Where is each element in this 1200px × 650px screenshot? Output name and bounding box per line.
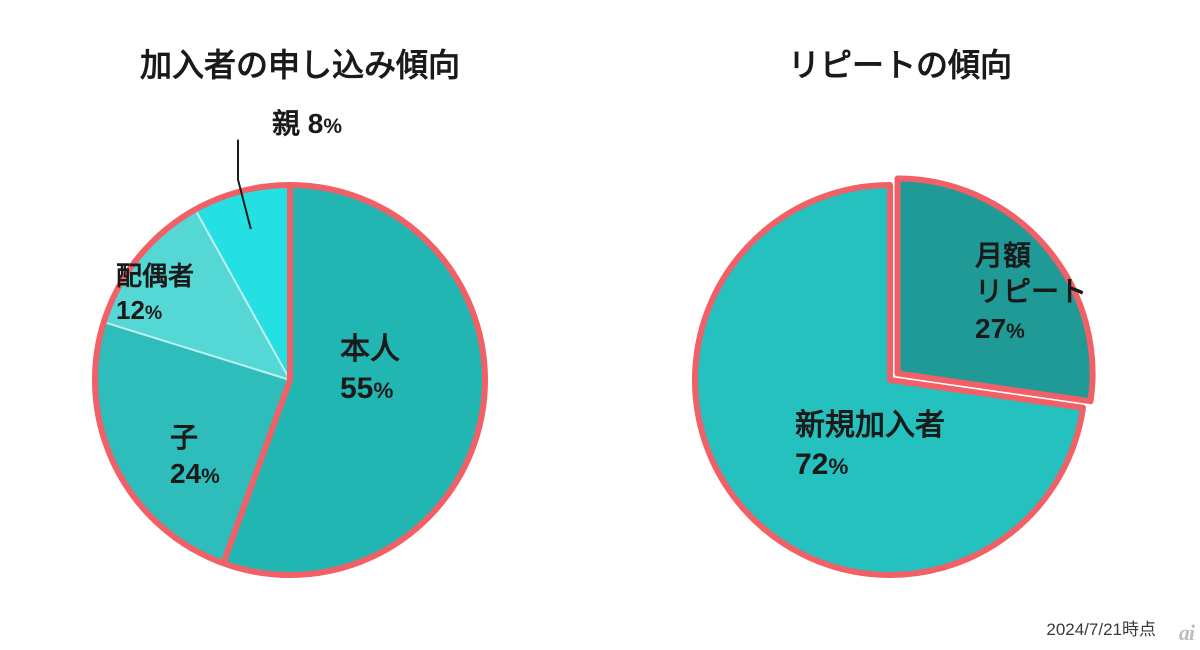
slice-label-parent: 親 8% <box>272 106 342 142</box>
slice-label-self: 本人 55% <box>340 330 400 408</box>
slice-label-spouse-pct: 12 <box>116 295 145 325</box>
chart-container: 加入者の申し込み傾向 本人 55% 子 24% 配偶者 12% 親 8% リピー… <box>0 0 1200 650</box>
slice-label-repeat-line1: 月額 <box>975 240 1031 271</box>
left-panel: 加入者の申し込み傾向 本人 55% 子 24% 配偶者 12% 親 8% <box>0 0 600 650</box>
left-pie-chart <box>0 0 600 650</box>
slice-label-spouse-text: 配偶者 <box>116 261 194 291</box>
percent-symbol: % <box>373 378 393 403</box>
slice-label-repeat-pct: 27 <box>975 313 1006 344</box>
slice-label-spouse: 配偶者 12% <box>116 260 194 328</box>
slice-label-new: 新規加入者 72% <box>795 406 945 484</box>
right-pie-chart <box>600 0 1200 650</box>
slice-label-parent-pct: 8 <box>308 108 324 139</box>
percent-symbol: % <box>323 115 342 138</box>
percent-symbol: % <box>1006 320 1025 343</box>
slice-label-repeat-line2: リピート <box>975 276 1087 307</box>
slice-label-child: 子 24% <box>170 420 220 493</box>
right-panel: リピートの傾向 月額 リピート 27% 新規加入者 72% <box>600 0 1200 650</box>
slice-label-self-pct: 55 <box>340 372 373 405</box>
percent-symbol: % <box>828 454 848 479</box>
slice-label-repeat: 月額 リピート 27% <box>975 238 1087 347</box>
slice-label-child-pct: 24 <box>170 458 201 489</box>
slice-label-new-pct: 72 <box>795 448 828 481</box>
percent-symbol: % <box>201 465 220 488</box>
slice-label-child-text: 子 <box>170 422 198 453</box>
footnote-date: 2024/7/21時点 <box>1046 615 1156 640</box>
slice-label-self-text: 本人 <box>340 333 400 366</box>
slice-label-new-text: 新規加入者 <box>795 409 945 442</box>
slice-label-parent-text: 親 <box>272 108 300 139</box>
percent-symbol: % <box>145 302 162 324</box>
watermark: ai <box>1179 620 1194 646</box>
